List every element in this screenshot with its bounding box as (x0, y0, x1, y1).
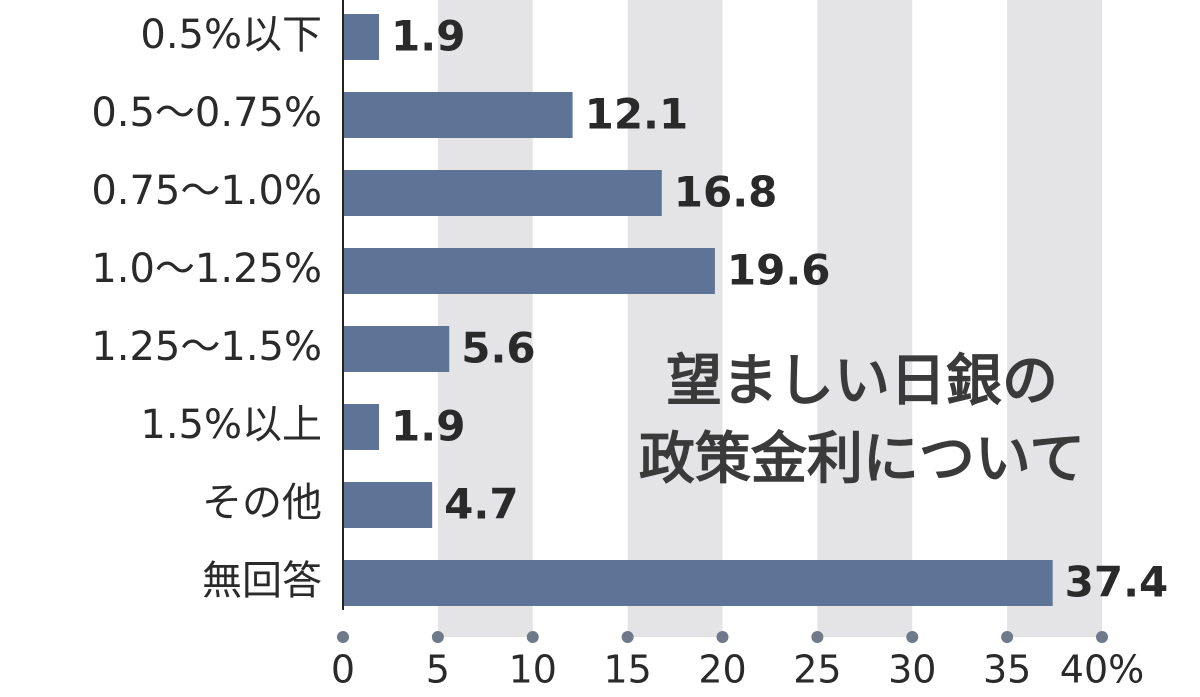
x-tick-label: 40% (1060, 648, 1144, 692)
y-tick-label: その他 (202, 480, 322, 526)
x-tick-label: 30 (888, 648, 936, 692)
value-label: 19.6 (727, 246, 831, 295)
bar (343, 404, 380, 450)
tick-dot (526, 631, 539, 643)
y-tick-label: 0.5%以下 (140, 12, 322, 58)
y-tick-label: 1.25～1.5% (91, 324, 322, 370)
bar (343, 170, 662, 216)
bar (343, 92, 573, 138)
x-tick-label: 5 (426, 648, 450, 692)
tick-dot (1096, 631, 1108, 643)
plot: 0 5 10 15 20 25 30 35 40% 0.5%以下 1.9 0.5～0.75% 12.1 0… (91, 0, 1168, 692)
x-tick-label: 35 (983, 648, 1031, 692)
y-tick-label: 1.5%以上 (140, 402, 322, 448)
tick-dot (716, 631, 729, 643)
x-tick-label: 10 (509, 648, 557, 692)
value-label: 37.4 (1065, 558, 1169, 607)
chart-title: 政策金利について (639, 427, 1085, 492)
tick-dot (337, 631, 349, 643)
grid-band (1007, 0, 1102, 637)
x-tick-label: 15 (603, 648, 651, 692)
bar (343, 14, 380, 60)
value-label: 1.9 (391, 402, 465, 451)
y-tick-label: 1.0～1.25% (91, 246, 322, 292)
grid-band (817, 0, 913, 637)
x-tick-label: 20 (698, 648, 746, 692)
value-label: 12.1 (585, 90, 689, 139)
tick-dot (621, 631, 634, 643)
bar (343, 560, 1053, 606)
bar (343, 326, 450, 372)
bar (343, 482, 433, 528)
value-label: 4.7 (444, 480, 518, 529)
tick-dot (906, 631, 919, 643)
y-tick-label: 無回答 (202, 558, 322, 604)
tick-dot (1001, 631, 1014, 643)
chart-title: 望ましい日銀の (666, 349, 1058, 414)
y-tick-label: 0.75～1.0% (91, 168, 322, 214)
y-tick-label: 0.5～0.75% (91, 90, 322, 136)
x-tick-label: 25 (793, 648, 841, 692)
value-label: 16.8 (674, 168, 778, 217)
grid-band (627, 0, 723, 637)
bar (343, 248, 715, 294)
value-label: 5.6 (461, 324, 535, 373)
x-tick-label: 0 (331, 648, 355, 692)
tick-dot (811, 631, 824, 643)
value-label: 1.9 (391, 12, 465, 61)
tick-dot (431, 631, 444, 643)
